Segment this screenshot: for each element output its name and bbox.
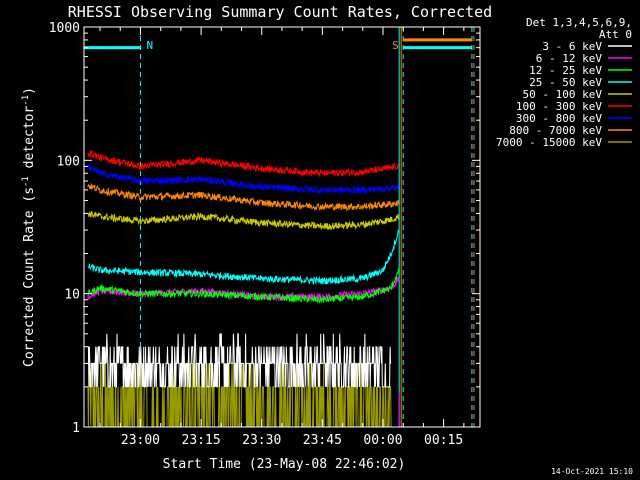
legend-label: 7000 - 15000 keV bbox=[496, 136, 602, 149]
y-tick-label: 1000 bbox=[49, 21, 80, 36]
x-tick-label: 00:15 bbox=[424, 433, 463, 448]
legend-header: Att 0 bbox=[599, 28, 632, 41]
legend-label: 3 - 6 keV bbox=[542, 40, 602, 53]
chart-title: RHESSI Observing Summary Count Rates, Co… bbox=[68, 3, 492, 21]
series-line bbox=[87, 150, 399, 178]
y-axis: 1 10 100 1000 bbox=[49, 21, 480, 436]
series-line bbox=[87, 183, 400, 212]
legend-label: 50 - 100 keV bbox=[523, 88, 603, 101]
y-tick-label: 100 bbox=[57, 154, 80, 169]
y-axis-label: Corrected Count Rate (s-1 detector-1) bbox=[21, 87, 37, 367]
series-line bbox=[87, 268, 400, 305]
footer-timestamp: 14-Oct-2021 15:10 bbox=[551, 467, 633, 476]
x-tick-label: 23:15 bbox=[182, 433, 221, 448]
annotation-N: N bbox=[146, 39, 153, 52]
x-tick-label: 23:45 bbox=[303, 433, 342, 448]
legend-label: 6 - 12 keV bbox=[536, 52, 603, 65]
x-axis: 23:00 23:15 23:30 23:45 00:00 00:15 bbox=[99, 27, 465, 448]
annotation-S: S bbox=[392, 39, 399, 52]
x-tick-label: 23:30 bbox=[242, 433, 281, 448]
legend-label: 800 - 7000 keV bbox=[509, 124, 602, 137]
x-tick-label: 23:00 bbox=[121, 433, 160, 448]
legend-label: 100 - 300 keV bbox=[516, 100, 602, 113]
y-tick-label: 10 bbox=[64, 288, 80, 303]
y-tick-label: 1 bbox=[72, 421, 80, 436]
x-tick-label: 00:00 bbox=[363, 433, 402, 448]
series-line bbox=[87, 211, 400, 231]
legend-label: 300 - 800 keV bbox=[516, 112, 602, 125]
series-line bbox=[87, 163, 400, 195]
legend-label: 25 - 50 keV bbox=[529, 76, 602, 89]
series-line bbox=[87, 333, 392, 388]
series-line bbox=[87, 229, 400, 286]
legend-header: Det 1,3,4,5,6,9, bbox=[526, 16, 632, 29]
x-axis-label: Start Time (23-May-08 22:46:02) bbox=[163, 457, 406, 472]
legend-label: 12 - 25 keV bbox=[529, 64, 602, 77]
